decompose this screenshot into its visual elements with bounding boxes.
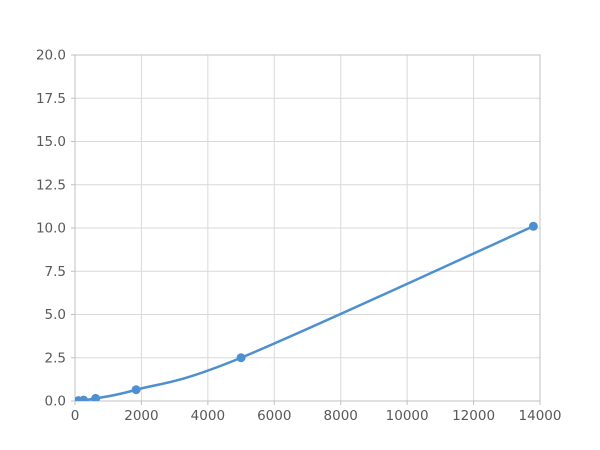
data-point-marker xyxy=(79,395,89,401)
y-tick-label: 5.0 xyxy=(45,307,66,323)
x-tick-label: 14000 xyxy=(519,408,562,424)
y-tick-label: 20.0 xyxy=(36,48,66,64)
curve-line xyxy=(77,225,535,401)
data-point-marker xyxy=(131,385,141,395)
x-tick-label: 10000 xyxy=(386,408,429,424)
x-tick-label: 12000 xyxy=(452,408,495,424)
data-point-marker xyxy=(91,393,101,401)
x-tick-label: 6000 xyxy=(257,408,291,424)
y-tick-label: 7.5 xyxy=(45,264,66,280)
y-tick-label: 2.5 xyxy=(45,350,66,366)
x-tick-label: 8000 xyxy=(324,408,358,424)
y-tick-label: 17.5 xyxy=(36,91,66,107)
series-standard-curve xyxy=(75,221,538,401)
y-tick-label: 12.5 xyxy=(36,177,66,193)
data-point-marker xyxy=(528,221,538,231)
x-tick-label: 4000 xyxy=(191,408,225,424)
data-point-marker xyxy=(236,353,246,363)
y-tick-label: 10.0 xyxy=(36,221,66,237)
y-tick-label: 0.0 xyxy=(45,394,66,410)
y-tick-label: 15.0 xyxy=(36,134,66,150)
x-tick-label: 0 xyxy=(71,408,80,424)
x-tick-label: 2000 xyxy=(124,408,158,424)
